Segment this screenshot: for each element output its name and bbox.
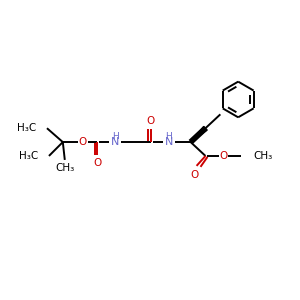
Text: H: H xyxy=(112,132,119,141)
Polygon shape xyxy=(190,126,207,142)
Text: O: O xyxy=(147,116,155,126)
Text: H: H xyxy=(165,132,172,141)
Text: H₃C: H₃C xyxy=(17,123,36,133)
Text: N: N xyxy=(111,137,119,147)
Text: O: O xyxy=(79,137,87,147)
Text: O: O xyxy=(93,158,102,168)
Text: CH₃: CH₃ xyxy=(253,151,272,161)
Text: O: O xyxy=(190,170,199,180)
Text: CH₃: CH₃ xyxy=(55,163,74,173)
Text: H₃C: H₃C xyxy=(19,151,38,161)
Text: N: N xyxy=(165,137,173,147)
Text: O: O xyxy=(219,151,227,161)
